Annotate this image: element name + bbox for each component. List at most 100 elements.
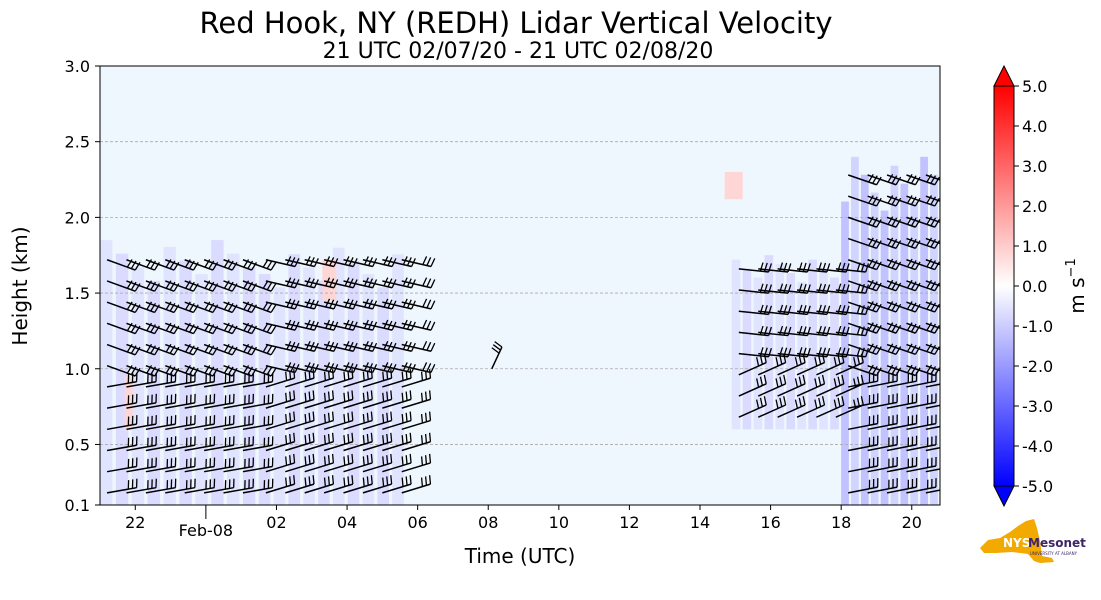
barb-staff (343, 322, 373, 331)
wind-barb (203, 457, 235, 473)
velocity-patch (318, 280, 330, 505)
barb-staff (867, 259, 897, 271)
wind-barb (343, 411, 373, 431)
barb-staff (184, 423, 215, 431)
barb-feather (422, 277, 428, 287)
wind-barb (382, 453, 412, 473)
barb-staff (925, 322, 940, 329)
barb-staff (343, 462, 373, 473)
barb-staff (165, 365, 194, 377)
barb-staff (285, 259, 315, 268)
barb-staff (835, 383, 864, 397)
wind-barb (126, 478, 157, 494)
colorbar-label: m s−1 (1064, 258, 1089, 313)
barb-staff (184, 343, 214, 356)
barb-staff (242, 380, 273, 388)
barb-feather (323, 435, 327, 445)
barb-feather (895, 282, 902, 292)
wind-barb (242, 436, 274, 452)
velocity-patch (362, 274, 375, 505)
wind-barb (867, 301, 902, 313)
chart-title: Red Hook, NY (REDH) Lidar Vertical Veloc… (200, 6, 833, 40)
wind-barb (304, 411, 335, 431)
wind-barb (925, 489, 940, 494)
barb-staff (925, 301, 940, 308)
barb-staff (757, 361, 786, 376)
gridlines (100, 141, 940, 445)
barb-staff (285, 377, 315, 388)
wind-barb (285, 411, 315, 431)
barb-staff (165, 259, 194, 271)
barb-staff (925, 280, 940, 287)
barb-feather (926, 343, 933, 352)
wind-barb (165, 436, 196, 452)
barb-staff (362, 280, 393, 289)
wind-barb (886, 173, 921, 186)
barb-feather (950, 176, 955, 184)
barb-feather (422, 319, 428, 329)
barb-feather (270, 283, 277, 292)
barb-feather (914, 261, 921, 270)
barb-staff (362, 419, 392, 431)
barb-staff (401, 483, 431, 494)
barb-feather (934, 367, 940, 376)
barb-feather (763, 374, 767, 384)
barb-staff (382, 343, 412, 353)
wind-barbs (106, 173, 955, 494)
barb-feather (783, 374, 787, 384)
barb-feather (794, 357, 799, 367)
barb-feather (926, 195, 933, 204)
barb-staff (867, 174, 897, 186)
barb-feather (405, 391, 408, 401)
barb-feather (868, 258, 874, 268)
barb-feather (946, 301, 951, 309)
barb-staff (796, 310, 827, 316)
barb-staff (738, 268, 769, 273)
barb-feather (424, 455, 428, 465)
barb-staff (343, 419, 373, 431)
barb-feather (853, 357, 857, 367)
barb-feather (386, 476, 389, 486)
barb-feather (386, 455, 389, 465)
wind-barb (203, 478, 235, 494)
wind-barb (343, 453, 373, 473)
barb-feather (370, 390, 373, 400)
wind-barb (401, 369, 432, 388)
barb-feather (331, 432, 335, 442)
barb-staff (382, 280, 412, 289)
wind-barb (362, 390, 393, 409)
barb-staff (106, 444, 137, 452)
velocity-patch (332, 247, 345, 505)
wind-barb (362, 432, 393, 452)
wind-barb (867, 195, 902, 207)
velocity-patch (830, 277, 839, 430)
wind-barb (906, 372, 937, 388)
barb-staff (796, 404, 825, 418)
barb-feather (304, 371, 307, 381)
barb-staff (165, 301, 194, 314)
barb-feather (930, 302, 937, 311)
x-tick-label: 14 (690, 513, 710, 532)
barb-staff (126, 301, 155, 314)
barb-feather (926, 322, 933, 331)
barb-feather (910, 260, 917, 269)
barb-staff (265, 377, 295, 388)
barb-staff (223, 402, 254, 409)
barb-feather (370, 411, 373, 421)
barb-staff (848, 444, 878, 452)
barb-feather (362, 392, 365, 402)
barb-staff (777, 352, 808, 358)
barb-feather (930, 238, 937, 248)
barb-feather (422, 362, 428, 371)
barb-staff (847, 216, 877, 228)
barb-feather (934, 197, 940, 207)
barb-staff (126, 486, 157, 494)
barb-feather (794, 399, 799, 409)
barb-feather (891, 302, 898, 311)
barb-staff (816, 268, 847, 273)
barb-feather (841, 374, 845, 384)
barb-staff (223, 486, 254, 494)
barb-staff (401, 322, 432, 331)
barb-feather (946, 174, 951, 182)
barb-staff (362, 259, 393, 268)
